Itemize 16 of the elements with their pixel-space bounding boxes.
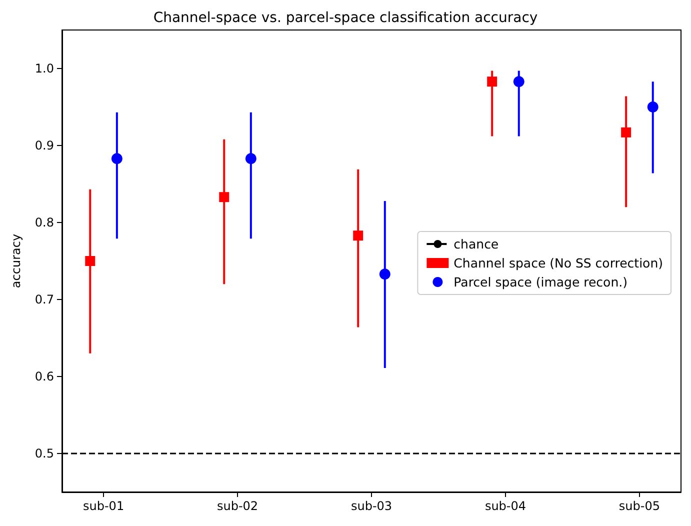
- y-tick-label: 0.8: [34, 216, 54, 230]
- x-tick-label: sub-02: [216, 499, 258, 513]
- y-tick-label: 0.5: [34, 446, 54, 460]
- y-tick-label: 0.7: [34, 292, 54, 306]
- chart-title: Channel-space vs. parcel-space classification accuracy: [153, 10, 538, 26]
- x-tick-label: sub-04: [484, 499, 526, 513]
- legend-label: Parcel space (image recon.): [454, 274, 628, 290]
- y-axis-title: accuracy: [9, 234, 23, 288]
- y-tick-label: 0.6: [34, 370, 54, 384]
- x-tick-label: sub-03: [350, 499, 392, 513]
- legend-label: chance: [454, 236, 499, 252]
- y-tick-label: 0.9: [34, 138, 54, 152]
- y-tick-label: 1.0: [34, 62, 54, 76]
- legend-label: Channel space (No SS correction): [454, 256, 664, 270]
- x-tick-label: sub-01: [82, 499, 124, 513]
- x-tick-label: sub-05: [618, 499, 660, 513]
